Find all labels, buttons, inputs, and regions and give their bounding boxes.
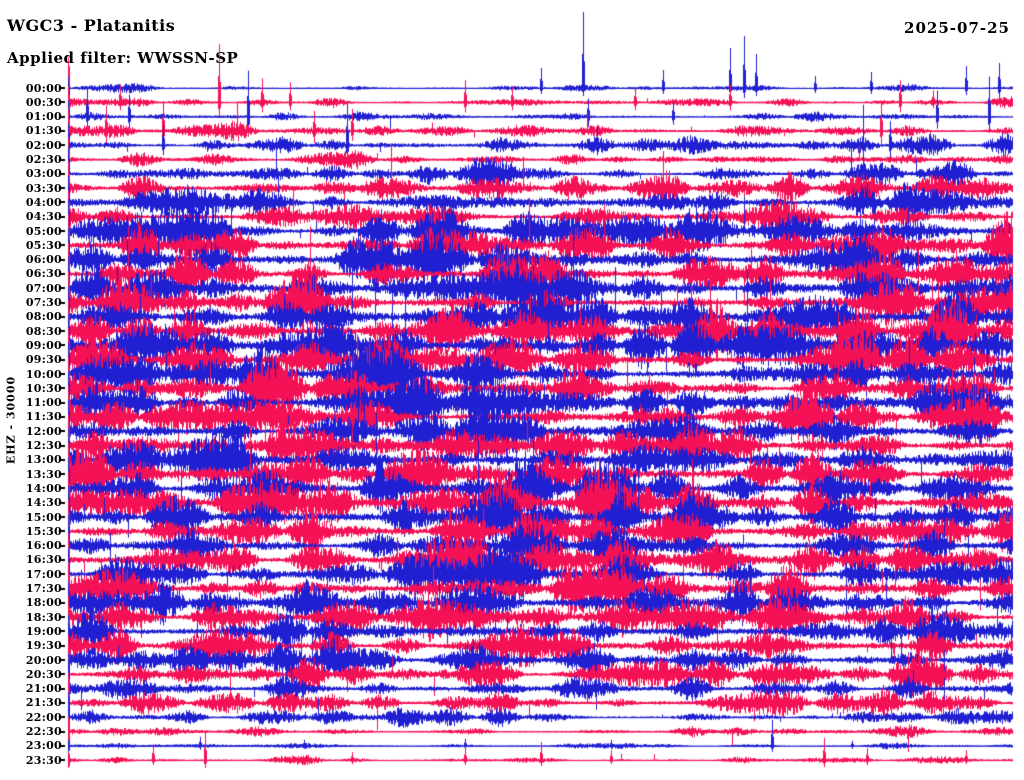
time-label: 21:30	[25, 696, 62, 710]
time-label: 07:00	[25, 281, 62, 295]
time-label: 18:30	[25, 610, 62, 624]
time-label: 18:00	[25, 596, 62, 610]
time-label: 11:30	[25, 410, 62, 424]
time-label: 03:00	[25, 167, 62, 181]
time-label: 09:00	[25, 338, 62, 352]
time-label: 14:00	[25, 481, 62, 495]
time-label: 17:30	[25, 582, 62, 595]
time-label: 15:30	[25, 524, 62, 538]
time-label: 23:00	[25, 739, 62, 753]
time-label: 00:30	[25, 95, 62, 109]
time-label: 14:30	[25, 496, 62, 510]
time-label: 12:30	[25, 439, 62, 452]
time-label: 22:30	[25, 725, 62, 738]
time-label: 06:30	[25, 267, 62, 281]
time-label: 10:30	[25, 381, 62, 395]
time-label: 01:30	[25, 124, 62, 138]
time-label: 13:00	[25, 453, 62, 467]
time-label: 04:00	[25, 195, 62, 209]
time-label: 16:00	[25, 539, 62, 553]
time-label: 12:00	[25, 424, 62, 438]
time-label: 21:00	[25, 682, 62, 696]
time-label: 00:00	[25, 81, 62, 95]
time-label: 05:30	[25, 238, 62, 252]
time-label: 10:00	[25, 367, 62, 381]
time-label: 22:00	[25, 710, 62, 724]
time-label: 05:00	[25, 224, 62, 238]
time-label: 07:30	[25, 296, 62, 309]
seismogram-canvas	[58, 0, 1014, 780]
time-label: 11:00	[25, 396, 62, 410]
time-label: 20:00	[25, 653, 62, 667]
time-label: 19:00	[25, 624, 62, 638]
time-label: 03:30	[25, 181, 62, 195]
time-label: 16:30	[25, 553, 62, 567]
time-label: 08:00	[25, 310, 62, 324]
time-label: 15:00	[25, 510, 62, 524]
time-label: 02:00	[25, 138, 62, 152]
time-label: 19:30	[25, 639, 62, 653]
time-label: 17:00	[25, 567, 62, 581]
time-label: 13:30	[25, 467, 62, 481]
time-label: 23:30	[25, 753, 62, 767]
time-axis: 00:00 00:30 01:00 01:30 02:00 02:30 03:00 03:30…	[0, 0, 62, 780]
time-label: 08:30	[25, 324, 62, 338]
time-label: 01:00	[25, 110, 62, 124]
time-label: 02:30	[25, 153, 62, 166]
time-label: 04:30	[25, 210, 62, 224]
time-label: 09:30	[25, 353, 62, 367]
time-label: 20:30	[25, 667, 62, 681]
time-label: 06:00	[25, 253, 62, 267]
